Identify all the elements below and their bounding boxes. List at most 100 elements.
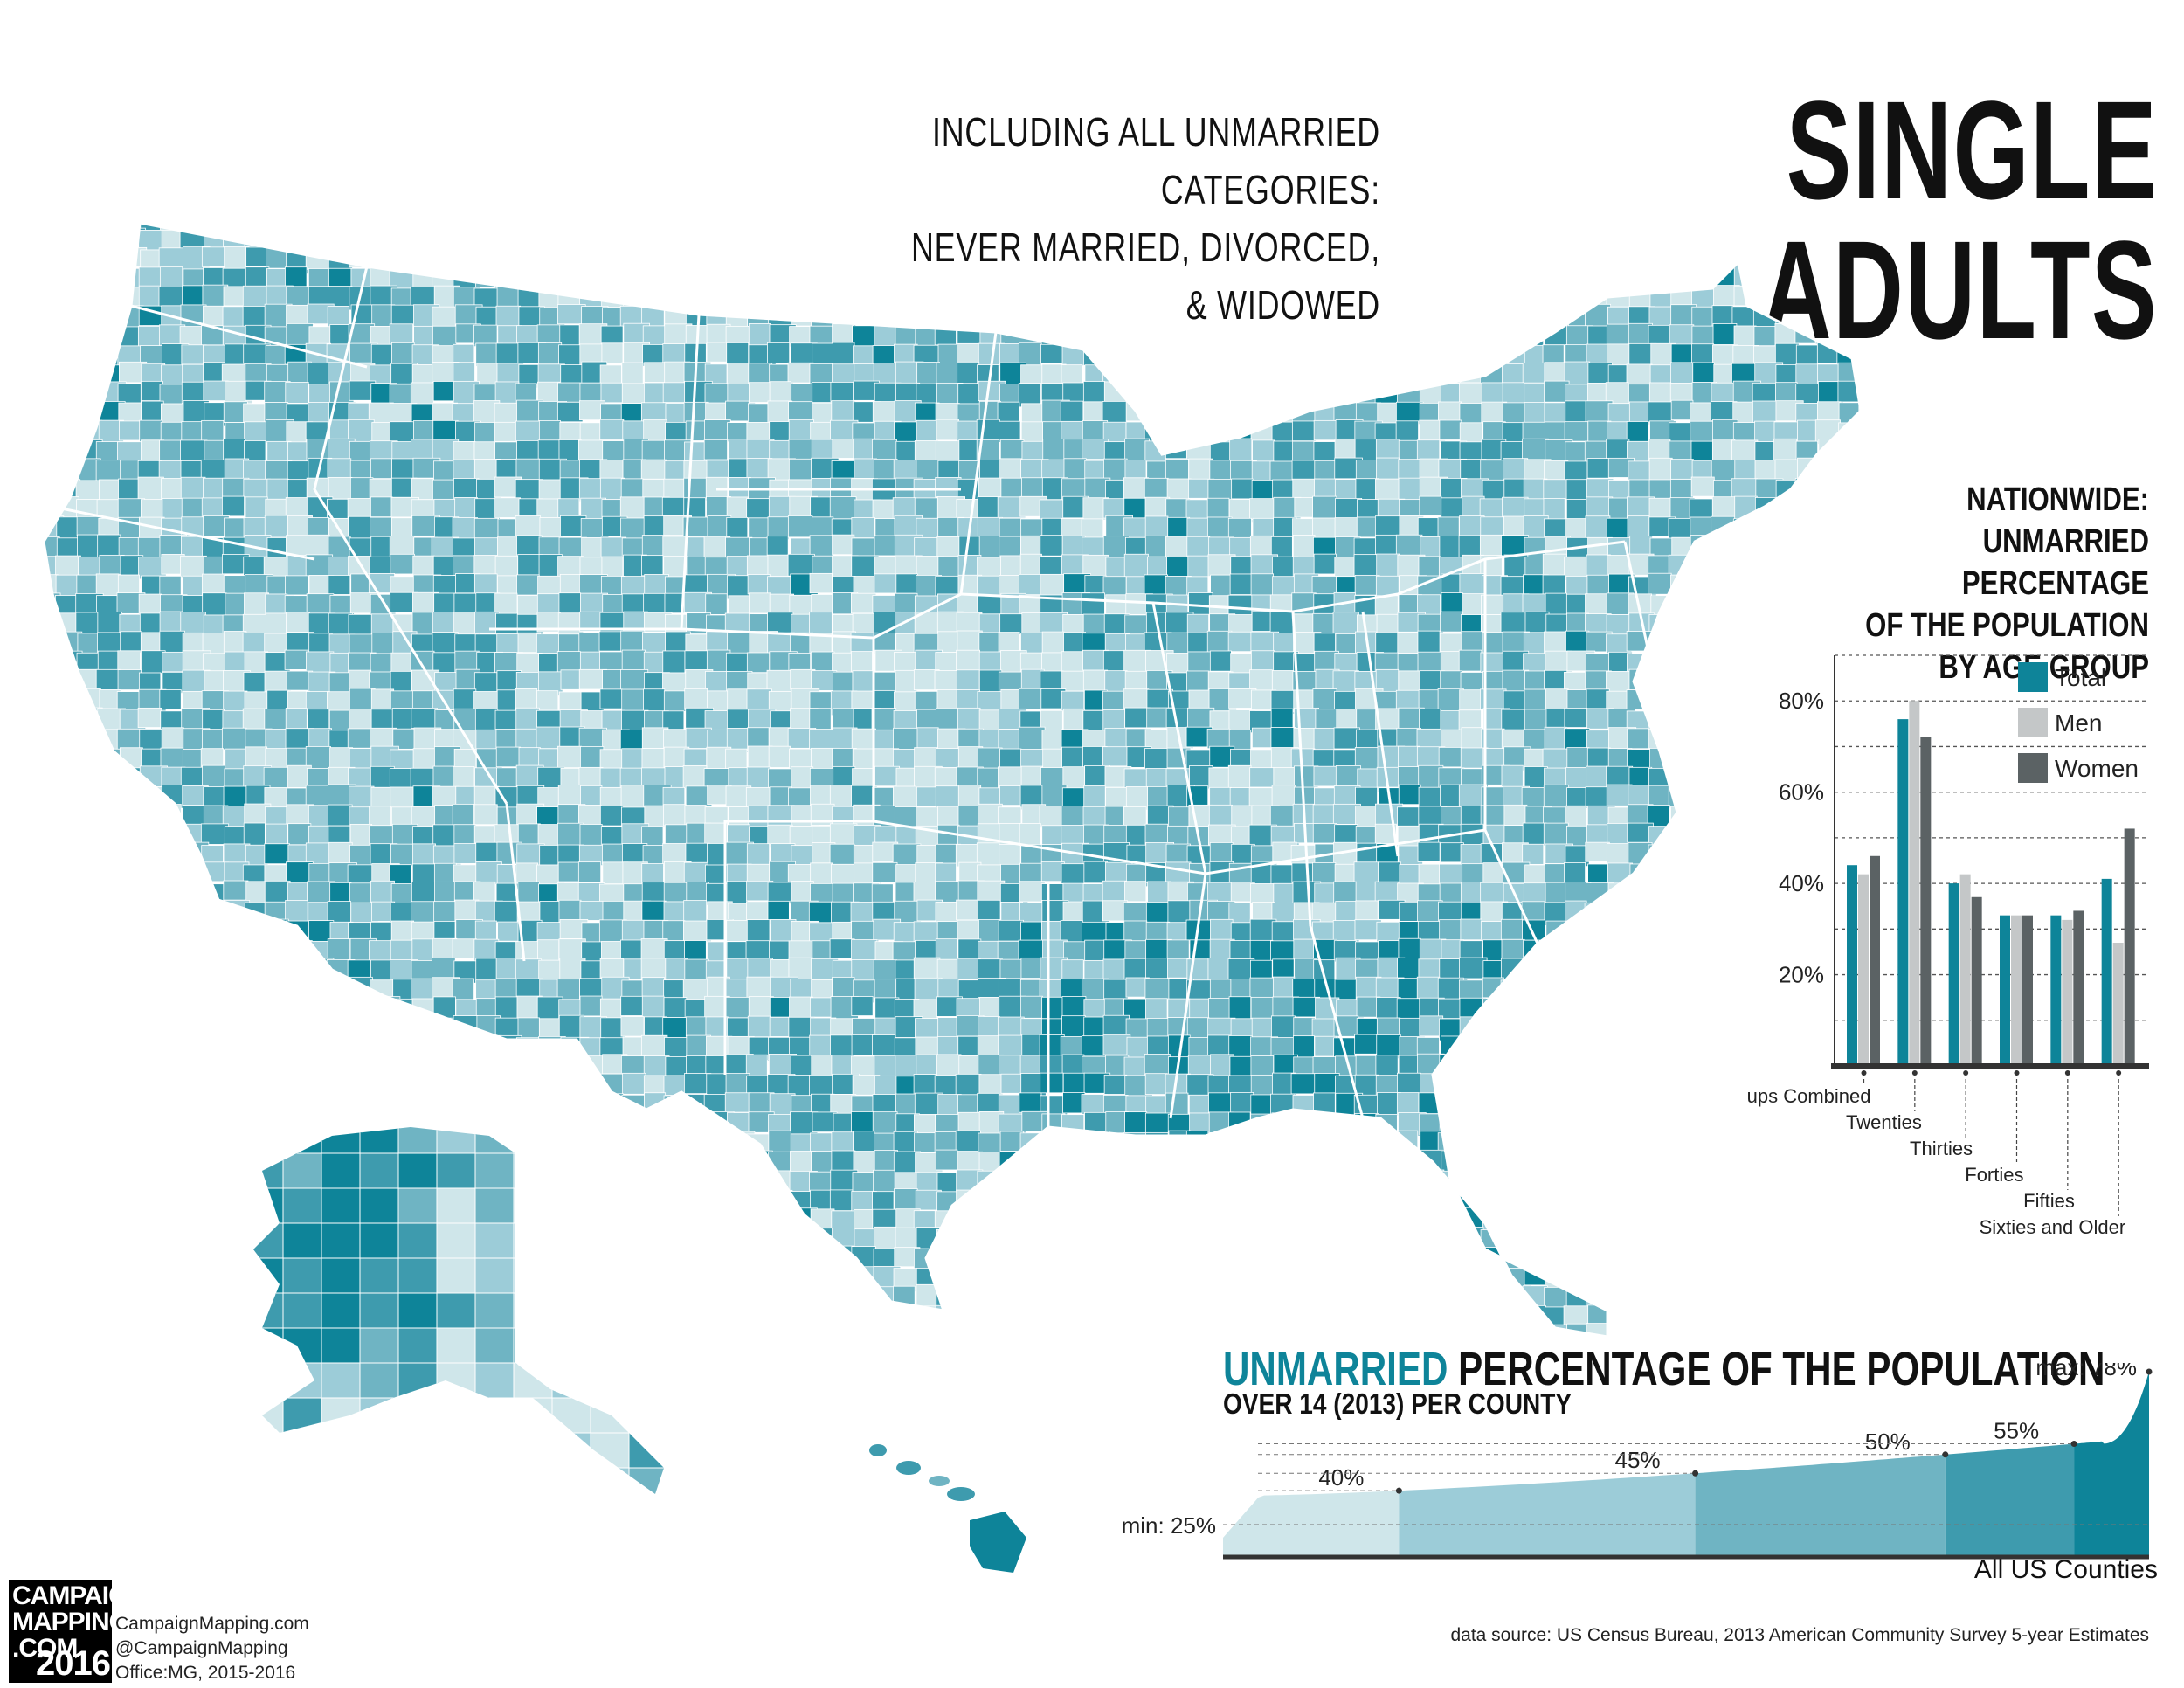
county-cell (1545, 266, 1573, 290)
county-cell (894, 421, 917, 443)
county-cell (434, 223, 463, 236)
county-cell (1522, 979, 1550, 1002)
county-cell (1669, 1015, 1692, 1036)
county-cell (120, 1208, 144, 1230)
subtitle-line2: NEVER MARRIED, DIVORCED, & WIDOWED (910, 225, 1380, 328)
county-cell (286, 323, 314, 346)
county-cell (518, 1284, 542, 1311)
county-cell (1189, 223, 1215, 234)
county-cell (1458, 305, 1482, 329)
county-cell (1353, 861, 1379, 883)
county-cell (1248, 1247, 1276, 1269)
county-cell (809, 1245, 833, 1269)
county-cell (54, 690, 80, 715)
county-cell (682, 764, 708, 789)
county-cell (44, 342, 62, 364)
county-cell (957, 268, 982, 290)
county-cell (1294, 223, 1321, 232)
county-cell (287, 460, 312, 481)
county-cell (1398, 1228, 1427, 1249)
county-cell (1105, 1171, 1130, 1196)
county-cell (349, 537, 373, 559)
county-cell (1565, 1207, 1591, 1230)
county-cell (1565, 479, 1588, 501)
county-cell (537, 1210, 564, 1235)
county-cell (285, 708, 308, 730)
county-cell (936, 748, 962, 768)
county-cell (96, 976, 121, 1000)
county-cell (1584, 1246, 1607, 1271)
county-cell (203, 223, 225, 232)
county-cell (473, 1034, 502, 1060)
county-cell (76, 785, 100, 806)
county-cell (725, 1073, 750, 1097)
county-cell (1545, 1208, 1571, 1231)
county-cell (766, 1285, 793, 1311)
county-cell (515, 420, 541, 443)
county-cell (1020, 921, 1044, 942)
county-cell (1312, 305, 1341, 327)
county-cell (829, 1189, 854, 1212)
county-cell (769, 285, 794, 309)
county-cell (1565, 1248, 1589, 1273)
county-cell (580, 230, 608, 254)
county-cell (1711, 1266, 1738, 1290)
county-cell (1669, 978, 1697, 1001)
county-cell (1482, 1171, 1510, 1193)
county-cell (621, 1208, 648, 1233)
county-cell (286, 1015, 310, 1039)
county-cell (75, 230, 104, 253)
county-cell (44, 902, 62, 926)
county-cell (1167, 958, 1191, 979)
county-cell (536, 1112, 561, 1136)
county-cell (1124, 1151, 1147, 1175)
county-cell (308, 633, 333, 654)
county-cell (683, 1131, 708, 1158)
county-cell (1627, 515, 1650, 539)
county-cell (955, 1073, 982, 1097)
county-cell (1041, 1210, 1068, 1235)
county-cell (1020, 765, 1043, 789)
county-cell (74, 845, 101, 866)
county-cell (159, 439, 184, 465)
county-cell (55, 421, 79, 442)
county-cell (1103, 1287, 1128, 1311)
county-cell (1439, 419, 1462, 440)
county-cell (285, 382, 309, 404)
county-cell (328, 804, 353, 827)
county-cell (1207, 382, 1230, 407)
county-cell (1228, 1287, 1255, 1313)
county-cell (1481, 1114, 1505, 1136)
county-cell (999, 958, 1025, 980)
county-cell (1501, 764, 1524, 787)
county-cell (1480, 1016, 1505, 1040)
county-cell (537, 246, 566, 271)
county-cell (181, 1055, 205, 1078)
county-cell (1816, 229, 1845, 253)
county-cell (224, 1056, 252, 1080)
county-cell (1648, 785, 1671, 807)
county-cell (1732, 1268, 1758, 1292)
county-cell (746, 498, 773, 519)
county-cell (53, 303, 79, 325)
county-cell (1063, 1189, 1088, 1212)
county-cell (1542, 306, 1569, 328)
county-cell (1690, 767, 1715, 787)
county-cell (1021, 223, 1045, 231)
county-cell (328, 286, 353, 308)
county-cell (1733, 325, 1757, 349)
county-cell (1711, 496, 1738, 519)
county-cell (557, 1132, 586, 1158)
county-cell (956, 223, 980, 232)
county-cell (664, 1287, 691, 1311)
county-cell (1692, 611, 1715, 633)
county-cell (44, 1208, 62, 1233)
county-cell (1459, 287, 1482, 311)
county-cell (55, 1074, 81, 1097)
county-cell (831, 400, 856, 423)
county-cell (620, 223, 649, 231)
county-cell (284, 649, 309, 670)
county-cell (1313, 323, 1336, 344)
county-cell (958, 536, 982, 557)
county-cell (244, 223, 271, 234)
